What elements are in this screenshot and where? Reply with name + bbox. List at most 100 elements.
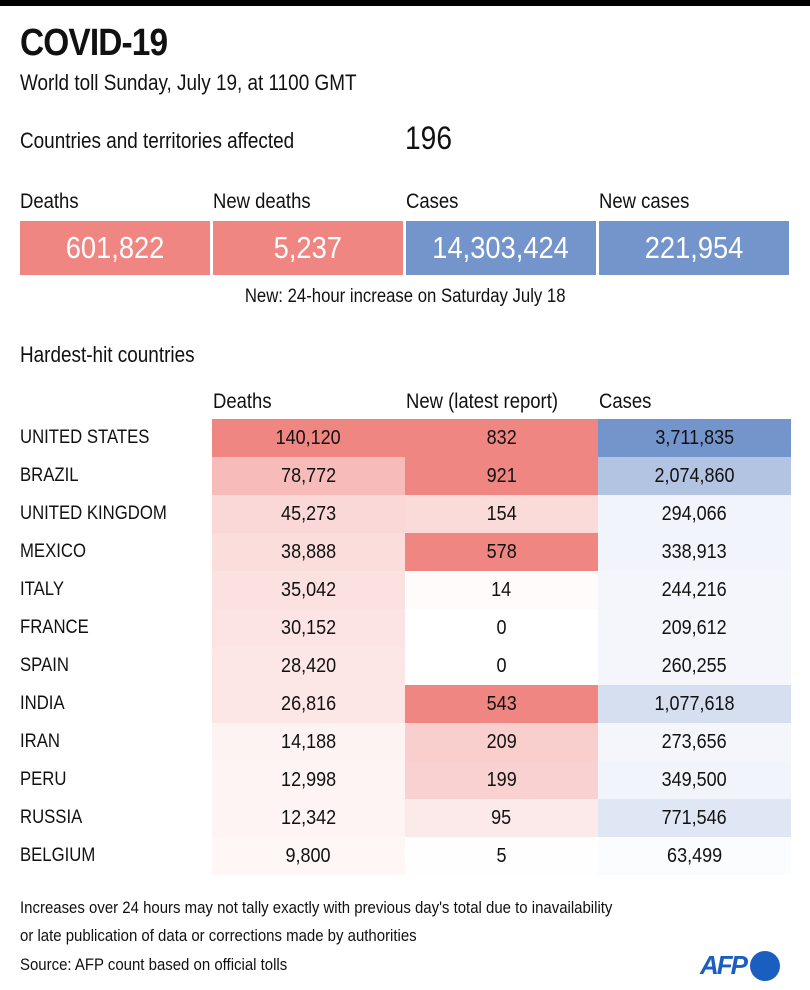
- summary-value-cases: 14,303,424: [432, 230, 570, 265]
- new-cell: 199: [405, 761, 598, 799]
- deaths-cell-value: 9,800: [285, 844, 332, 867]
- deaths-cell-value: 28,420: [280, 654, 337, 677]
- new-cell-value: 209: [486, 730, 517, 753]
- summary-value-deaths: 601,822: [65, 230, 165, 265]
- new-cell: 14: [405, 571, 598, 609]
- cases-cell: 771,546: [598, 799, 791, 837]
- table-row: PERU 12,998 199 349,500: [0, 761, 810, 799]
- cases-cell: 260,255: [598, 647, 791, 685]
- table-row: BELGIUM 9,800 5 63,499: [0, 837, 810, 875]
- countries-affected-value: 196: [405, 120, 452, 156]
- summary-label-cases: Cases: [406, 190, 459, 213]
- cases-cell-value: 771,546: [661, 806, 728, 829]
- country-name: INDIA: [20, 693, 65, 714]
- new-cell-value: 199: [486, 768, 517, 791]
- deaths-cell-value: 78,772: [280, 464, 337, 487]
- deaths-cell-value: 45,273: [280, 502, 337, 525]
- country-name: IRAN: [20, 731, 60, 752]
- deaths-cell: 28,420: [212, 647, 405, 685]
- deaths-cell: 140,120: [212, 419, 405, 457]
- country-name: UNITED STATES: [20, 427, 150, 448]
- deaths-cell-value: 140,120: [275, 426, 342, 449]
- deaths-cell-value: 26,816: [280, 692, 337, 715]
- deaths-cell: 12,342: [212, 799, 405, 837]
- new-cell: 543: [405, 685, 598, 723]
- cases-cell-value: 349,500: [661, 768, 728, 791]
- new-cell: 0: [405, 647, 598, 685]
- new-cell-value: 154: [486, 502, 517, 525]
- deaths-cell: 9,800: [212, 837, 405, 875]
- new-cell-value: 0: [496, 616, 507, 639]
- hardest-hit-table: UNITED STATES 140,120 832 3,711,835 BRAZIL 78…: [0, 419, 810, 875]
- new-cell: 209: [405, 723, 598, 761]
- country-name: FRANCE: [20, 617, 89, 638]
- table-row: INDIA 26,816 543 1,077,618: [0, 685, 810, 723]
- cases-cell-value: 338,913: [661, 540, 728, 563]
- cases-cell: 2,074,860: [598, 457, 791, 495]
- cases-cell: 273,656: [598, 723, 791, 761]
- country-name: RUSSIA: [20, 807, 83, 828]
- deaths-cell: 35,042: [212, 571, 405, 609]
- deaths-cell-value: 38,888: [280, 540, 337, 563]
- col-header-cases: Cases: [599, 390, 652, 413]
- cases-cell-value: 260,255: [661, 654, 728, 677]
- cases-cell: 63,499: [598, 837, 791, 875]
- deaths-cell-value: 14,188: [280, 730, 337, 753]
- cases-cell-value: 273,656: [661, 730, 728, 753]
- subtitle: World toll Sunday, July 19, at 1100 GMT: [20, 70, 357, 95]
- col-header-new: New (latest report): [406, 390, 558, 413]
- summary-label-new-deaths: New deaths: [213, 190, 311, 213]
- deaths-cell: 45,273: [212, 495, 405, 533]
- country-name: BELGIUM: [20, 845, 96, 866]
- cases-cell: 1,077,618: [598, 685, 791, 723]
- deaths-cell-value: 12,342: [280, 806, 337, 829]
- new-cell: 95: [405, 799, 598, 837]
- new-cell-value: 5: [496, 844, 507, 867]
- table-row: RUSSIA 12,342 95 771,546: [0, 799, 810, 837]
- cases-cell: 294,066: [598, 495, 791, 533]
- country-name: UNITED KINGDOM: [20, 503, 167, 524]
- deaths-cell: 14,188: [212, 723, 405, 761]
- summary-box-cases: 14,303,424: [406, 221, 596, 275]
- new-cell-value: 921: [486, 464, 517, 487]
- cases-cell: 338,913: [598, 533, 791, 571]
- cases-cell-value: 1,077,618: [654, 692, 735, 715]
- new-cell-value: 0: [496, 654, 507, 677]
- afp-logo-dot-icon: [750, 950, 780, 981]
- summary-value-new-deaths: 5,237: [273, 230, 343, 265]
- summary-label-deaths: Deaths: [20, 190, 79, 213]
- country-name: ITALY: [20, 579, 64, 600]
- new-cell: 154: [405, 495, 598, 533]
- countries-affected-label: Countries and territories affected: [20, 128, 295, 153]
- new-cell: 578: [405, 533, 598, 571]
- new-cell-value: 14: [491, 578, 512, 601]
- table-row: MEXICO 38,888 578 338,913: [0, 533, 810, 571]
- deaths-cell-value: 30,152: [280, 616, 337, 639]
- summary-value-new-cases: 221,954: [644, 230, 744, 265]
- footnote-line-2: or late publication of data or correctio…: [20, 926, 417, 945]
- cases-cell-value: 294,066: [661, 502, 728, 525]
- source-note: Source: AFP count based on official toll…: [20, 955, 288, 974]
- table-row: SPAIN 28,420 0 260,255: [0, 647, 810, 685]
- new-cell-value: 578: [486, 540, 517, 563]
- new-cell: 5: [405, 837, 598, 875]
- deaths-cell: 30,152: [212, 609, 405, 647]
- afp-logo: AFP: [700, 950, 780, 981]
- new-cell: 921: [405, 457, 598, 495]
- deaths-cell: 12,998: [212, 761, 405, 799]
- deaths-cell-value: 35,042: [280, 578, 337, 601]
- cases-cell-value: 244,216: [661, 578, 728, 601]
- table-title: Hardest-hit countries: [20, 342, 195, 367]
- deaths-cell: 38,888: [212, 533, 405, 571]
- country-name: SPAIN: [20, 655, 69, 676]
- page-title: COVID-19: [20, 22, 168, 64]
- top-bar: [0, 0, 810, 6]
- cases-cell-value: 3,711,835: [655, 426, 734, 449]
- cases-cell-value: 63,499: [666, 844, 723, 867]
- afp-logo-text: AFP: [700, 950, 748, 980]
- deaths-cell-value: 12,998: [280, 768, 337, 791]
- table-row: FRANCE 30,152 0 209,612: [0, 609, 810, 647]
- cases-cell: 244,216: [598, 571, 791, 609]
- country-name: BRAZIL: [20, 465, 79, 486]
- cases-cell-value: 209,612: [661, 616, 728, 639]
